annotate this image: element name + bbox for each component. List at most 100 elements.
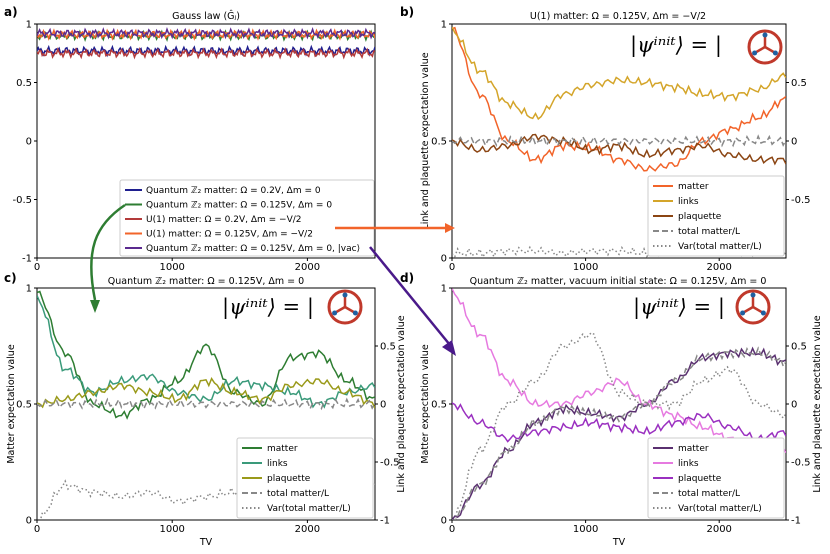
- panel-label-c: c): [4, 271, 17, 285]
- y-tick-label: -0.5: [12, 195, 32, 206]
- x-tick-label: 1000: [573, 524, 598, 535]
- x-tick-label: 2000: [706, 262, 731, 273]
- legend-entry: U(1) matter: Ω = 0.2V, Δm = −V/2: [146, 215, 301, 225]
- inset-b-node: [772, 50, 778, 56]
- y2-tick-label: -0.5: [791, 458, 811, 469]
- x-tick-label: 0: [34, 524, 40, 535]
- legend-box: [119, 179, 375, 257]
- legend-entry: matter: [678, 182, 709, 192]
- title-c: Quantum ℤ₂ matter: Ω = 0.125V, Δm = 0: [108, 276, 304, 287]
- xlabel-d: TV: [612, 537, 626, 548]
- legend-entry: plaquette: [267, 474, 311, 484]
- series-line-3-4: [452, 331, 786, 520]
- legend-entry: Quantum ℤ₂ matter: Ω = 0.125V, Δm = 0, |…: [146, 244, 360, 254]
- y2-tick-label: 0.5: [791, 78, 807, 89]
- series-line-3-3: [452, 346, 786, 520]
- legend-entry: plaquette: [678, 212, 722, 222]
- ylabel-b-left: Link and plaquette expectation value: [420, 52, 431, 229]
- arrowhead-c: [90, 300, 100, 313]
- legend-box: [647, 175, 785, 257]
- series-line-0-2: [37, 46, 375, 60]
- x-tick-label: 1000: [159, 524, 184, 535]
- legend-entry: total matter/L: [267, 489, 329, 499]
- y-tick-label: 0: [441, 516, 447, 527]
- y2-tick-label: 0: [791, 137, 797, 148]
- y2-tick-label: 0: [791, 400, 797, 411]
- arrow-to-d: [369, 246, 451, 346]
- y-tick-label: 1: [441, 284, 447, 295]
- y-tick-label: 0: [26, 137, 32, 148]
- y2-tick-label: -1: [380, 516, 390, 527]
- series-line-1-3: [452, 134, 786, 148]
- y2-tick-label: 0.5: [791, 342, 807, 353]
- inset-d-node: [740, 310, 746, 316]
- series-line-0-0: [37, 44, 375, 58]
- inset-b-node: [762, 32, 768, 38]
- x-tick-label: 0: [449, 524, 455, 535]
- x-tick-label: 2000: [295, 262, 320, 273]
- x-tick-label: 0: [34, 262, 40, 273]
- legend-entry: Quantum ℤ₂ matter: Ω = 0.125V, Δm = 0: [146, 201, 332, 211]
- state-label-b: |ψⁱⁿⁱᵗ⟩ = |: [630, 33, 722, 58]
- y-tick-label: 0.5: [431, 400, 447, 411]
- ylabel-d-right: Link and plaquette expectation value: [812, 315, 823, 492]
- y-tick-label: 0.5: [16, 78, 32, 89]
- series-line-3-2: [452, 402, 786, 443]
- y2-tick-label: -0.5: [791, 195, 811, 206]
- y2-tick-label: 0: [380, 400, 386, 411]
- inset-d-node: [750, 292, 756, 298]
- legend-entry: Var(total matter/L): [678, 504, 762, 514]
- series-line-3-1: [452, 288, 786, 454]
- y2-tick-label: -0.5: [380, 458, 400, 469]
- title-b: U(1) matter: Ω = 0.125V, Δm = −V/2: [530, 11, 706, 22]
- y-tick-label: 0.5: [16, 400, 32, 411]
- panel-label-d: d): [400, 271, 414, 285]
- ylabel-c-left: Matter expectation value: [6, 344, 17, 464]
- xlabel-c: TV: [199, 537, 213, 548]
- legend-entry: links: [267, 459, 288, 469]
- y-tick-label: 0.5: [431, 137, 447, 148]
- x-tick-label: 1000: [573, 262, 598, 273]
- y-tick-label: -1: [22, 254, 32, 265]
- legend-entry: Quantum ℤ₂ matter: Ω = 0.2V, Δm = 0: [146, 186, 321, 196]
- legend-box: [236, 437, 374, 519]
- legend-box: [647, 437, 785, 519]
- series-line-3-0: [452, 346, 786, 520]
- legend-entry: Var(total matter/L): [678, 242, 762, 252]
- arrowhead-d: [442, 340, 456, 356]
- y-tick-label: 0: [441, 254, 447, 265]
- series-line-2-3: [37, 397, 375, 411]
- inset-d-ring: [735, 289, 771, 325]
- series-line-1-0: [452, 26, 786, 172]
- inset-c-node: [352, 310, 358, 316]
- inset-b-ring: [747, 29, 783, 65]
- ylabel-d-left: Matter expectation value: [420, 344, 431, 464]
- series-line-2-0: [37, 290, 375, 420]
- y-tick-label: 1: [441, 20, 447, 31]
- legend-entry: Var(total matter/L): [267, 504, 351, 514]
- x-tick-label: 1000: [159, 262, 184, 273]
- legend-entry: U(1) matter: Ω = 0.125V, Δm = −V/2: [146, 230, 313, 240]
- inset-c-ring: [327, 289, 363, 325]
- legend-entry: matter: [678, 444, 709, 454]
- y2-tick-label: -1: [791, 516, 801, 527]
- x-tick-label: 2000: [706, 524, 731, 535]
- inset-d-node: [760, 310, 766, 316]
- state-label-c: |ψⁱⁿⁱᵗ⟩ = |: [222, 295, 314, 320]
- y-tick-label: 0: [26, 516, 32, 527]
- arrowhead-b: [445, 223, 455, 233]
- y-tick-label: 1: [26, 284, 32, 295]
- panel-label-a: a): [4, 5, 18, 19]
- series-line-1-1: [452, 26, 786, 121]
- y2-tick-label: 0.5: [380, 342, 396, 353]
- panel-label-b: b): [400, 5, 414, 19]
- x-tick-label: 0: [449, 262, 455, 273]
- series-line-0-4: [37, 26, 375, 40]
- x-tick-label: 2000: [295, 524, 320, 535]
- y-tick-label: 1: [26, 20, 32, 31]
- inset-b-node: [752, 50, 758, 56]
- inset-c-node: [342, 292, 348, 298]
- inset-c-node: [332, 310, 338, 316]
- arrow-to-c: [90, 203, 126, 301]
- ylabel-c-right: Link and plaquette expectation value: [396, 315, 407, 492]
